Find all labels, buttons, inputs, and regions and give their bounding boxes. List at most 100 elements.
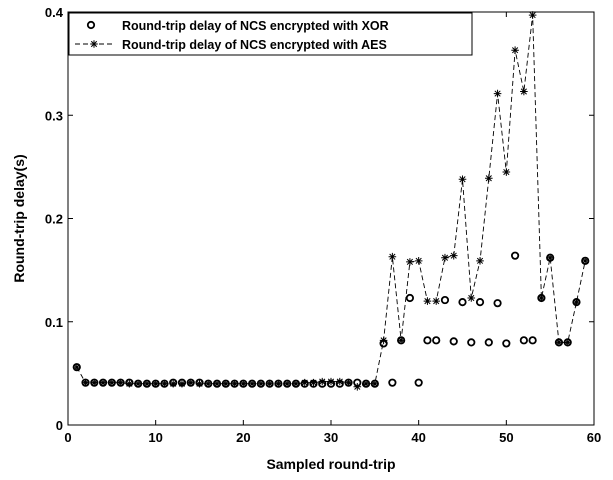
- data-point-aes: [230, 379, 239, 388]
- series-layer: [72, 11, 590, 391]
- y-axis-label: Round-trip delay(s): [11, 154, 27, 282]
- legend-marker-aes: [75, 40, 114, 48]
- data-point-xor: [221, 379, 230, 388]
- data-point-aes: [151, 379, 160, 388]
- data-point-xor: [265, 379, 274, 388]
- data-point-xor: [186, 378, 195, 387]
- data-point-aes: [362, 379, 370, 388]
- data-point-aes: [414, 257, 423, 265]
- y-tick-label: 0: [56, 418, 63, 433]
- data-point-xor: [379, 339, 388, 348]
- data-point-xor: [274, 379, 283, 388]
- data-point-xor: [239, 379, 248, 388]
- data-point-xor: [449, 337, 458, 346]
- data-point-xor: [572, 298, 581, 307]
- data-point-xor: [344, 378, 353, 387]
- data-point-xor: [440, 295, 450, 305]
- data-point-aes: [511, 46, 519, 55]
- legend-entry-xor: Round-trip delay of NCS encrypted with X…: [122, 19, 389, 33]
- data-point-xor: [212, 379, 222, 388]
- y-tick-label: 0.2: [45, 212, 63, 227]
- legend: Round-trip delay of NCS encrypted with X…: [68, 12, 473, 56]
- data-point-xor: [475, 298, 485, 307]
- data-point-xor: [546, 253, 555, 262]
- x-tick-label: 50: [499, 430, 513, 445]
- data-point-xor: [195, 378, 204, 387]
- data-point-xor: [230, 379, 239, 388]
- x-tick-label: 30: [324, 430, 338, 445]
- data-point-aes: [493, 89, 502, 98]
- data-point-aes: [72, 363, 81, 371]
- data-point-aes: [222, 379, 230, 388]
- data-point-aes: [406, 258, 414, 266]
- data-point-xor: [493, 299, 502, 308]
- data-point-aes: [344, 378, 353, 387]
- data-point-xor: [90, 378, 99, 387]
- data-point-xor: [581, 256, 590, 265]
- data-point-aes: [143, 379, 151, 388]
- data-point-aes: [108, 378, 116, 387]
- data-point-xor: [160, 379, 169, 388]
- x-tick-label: 10: [148, 430, 162, 445]
- data-point-xor: [151, 379, 160, 388]
- data-point-aes: [283, 379, 291, 388]
- data-point-aes: [116, 378, 125, 387]
- data-point-aes: [520, 87, 528, 96]
- data-point-aes: [99, 378, 107, 387]
- data-point-aes: [546, 253, 554, 262]
- data-point-aes: [292, 379, 300, 388]
- data-point-xor: [81, 378, 90, 387]
- data-point-xor: [361, 379, 371, 388]
- data-point-aes: [467, 294, 476, 302]
- data-point-aes: [537, 294, 546, 302]
- data-point-aes: [572, 298, 581, 306]
- data-point-aes: [274, 379, 283, 388]
- y-tick-label: 0.1: [45, 315, 63, 330]
- data-point-aes: [563, 338, 572, 347]
- data-point-xor: [510, 251, 520, 260]
- data-point-xor: [300, 379, 309, 388]
- data-point-xor: [107, 378, 116, 387]
- y-tick-label: 0.4: [45, 5, 64, 20]
- data-point-aes: [502, 168, 511, 176]
- legend-star-icon: [90, 40, 98, 48]
- x-tick-label: 0: [64, 430, 71, 445]
- data-point-xor: [169, 378, 178, 387]
- data-point-xor: [423, 336, 432, 345]
- data-point-xor: [405, 293, 414, 303]
- data-point-xor: [484, 338, 493, 347]
- data-point-aes: [353, 382, 362, 391]
- data-point-aes: [160, 379, 169, 388]
- x-tick-label: 60: [587, 430, 601, 445]
- x-axis-label: Sampled round-trip: [266, 456, 395, 472]
- data-point-aes: [81, 378, 90, 387]
- data-point-aes: [186, 378, 195, 387]
- data-point-xor: [554, 338, 564, 347]
- data-point-xor: [309, 379, 318, 388]
- data-point-xor: [204, 379, 213, 388]
- data-point-aes: [169, 379, 177, 388]
- data-point-aes: [265, 379, 274, 388]
- data-point-aes: [555, 338, 563, 347]
- data-point-xor: [414, 378, 423, 387]
- data-point-xor: [142, 379, 151, 388]
- data-point-xor: [72, 363, 81, 372]
- data-point-xor: [335, 379, 344, 388]
- data-point-aes: [134, 379, 142, 388]
- data-point-aes: [397, 336, 405, 345]
- data-point-xor: [370, 379, 379, 388]
- data-point-xor: [519, 336, 528, 345]
- data-point-aes: [195, 379, 204, 388]
- data-point-aes: [318, 377, 327, 386]
- series-line-aes: [76, 15, 586, 388]
- data-point-aes: [432, 297, 440, 305]
- data-point-aes: [441, 253, 449, 262]
- data-point-aes: [371, 379, 379, 388]
- data-point-aes: [309, 378, 318, 387]
- plot-border: [67, 11, 595, 426]
- data-point-xor: [353, 378, 362, 387]
- data-point-aes: [458, 175, 467, 184]
- data-point-xor: [502, 339, 511, 348]
